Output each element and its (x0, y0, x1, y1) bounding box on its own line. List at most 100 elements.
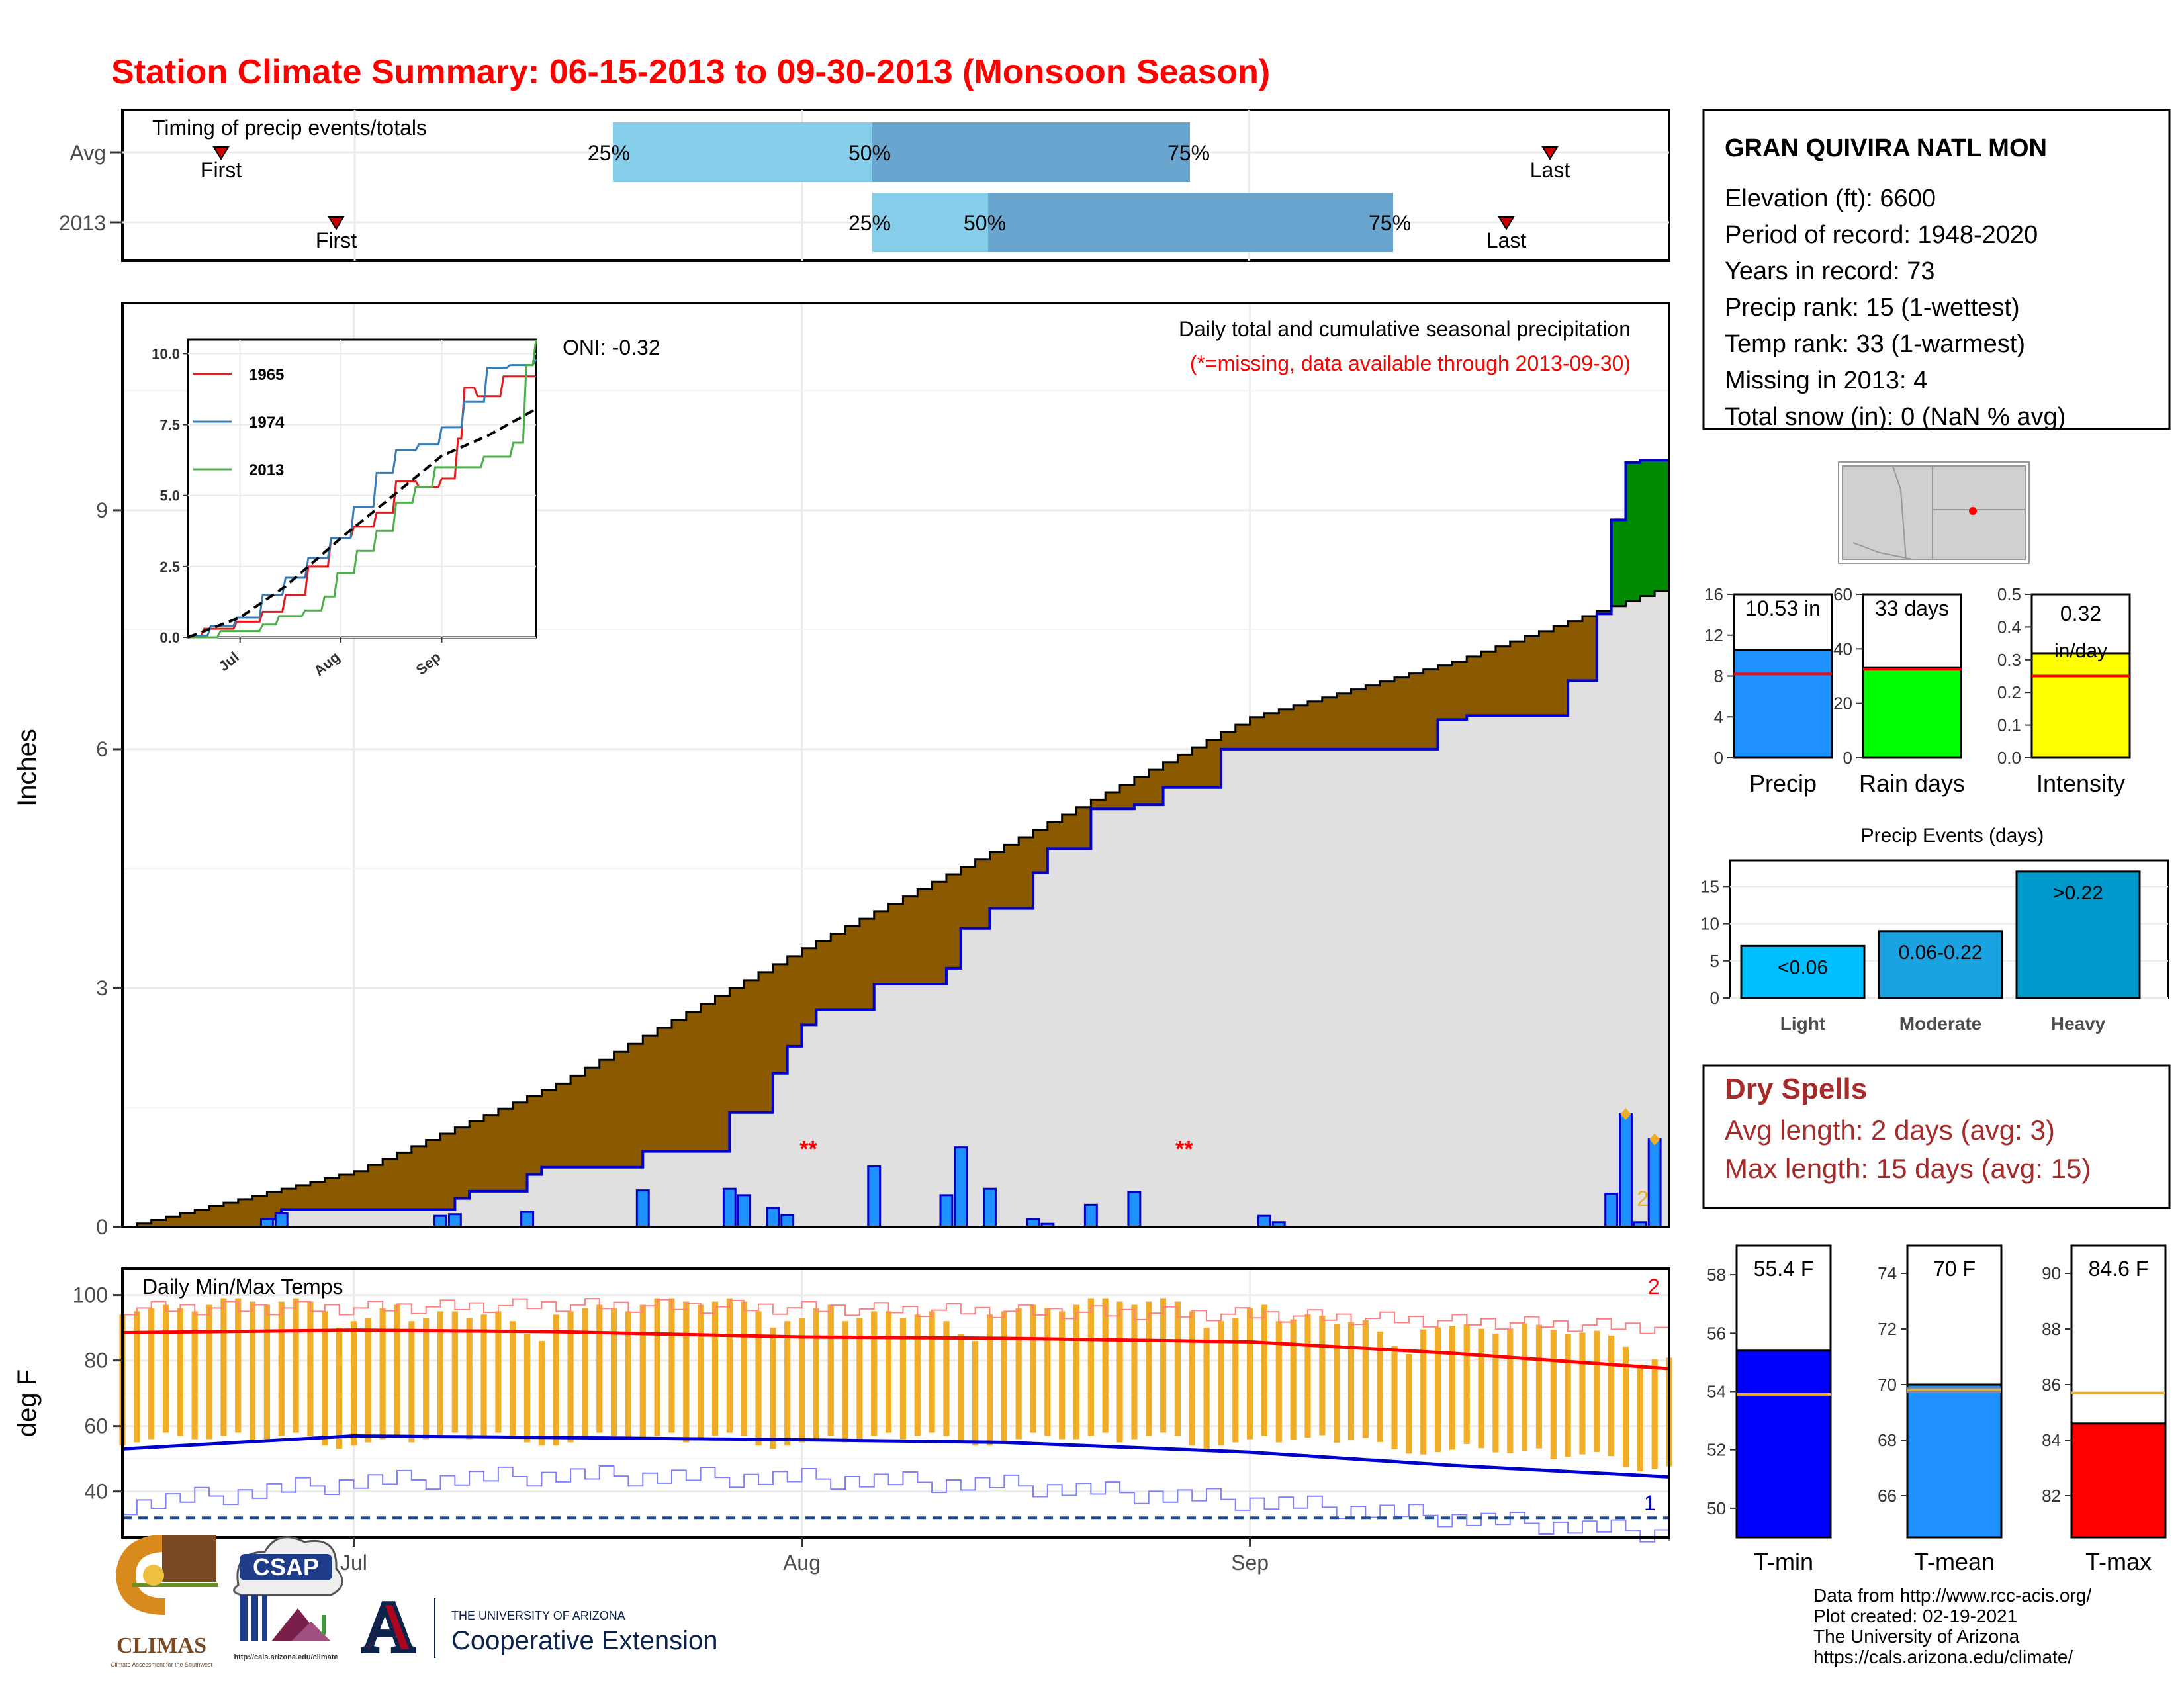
csap-logo: CSAP http://cals.arizona.edu/climate (233, 1536, 343, 1661)
daily-temp-bar (350, 1321, 357, 1446)
temp-panel: 40 60 80 100 Daily Min/Max Temps 2 1 deg F (13, 1267, 1672, 1543)
station-info-line: Precip rank: 15 (1-wettest) (1725, 294, 2020, 322)
events-category-label: Moderate (1899, 1013, 1981, 1034)
daily-precip-bar (274, 1212, 289, 1228)
observed-cumulative-line (122, 388, 1670, 1228)
events-bar-label: >0.22 (2053, 882, 2103, 904)
daily-temp-bar (1463, 1324, 1470, 1444)
daily-temp-bar (1651, 1359, 1658, 1469)
daily-temp-bar (1247, 1308, 1253, 1440)
daily-temp-bar (510, 1321, 516, 1436)
inset-ytick-label: 7.5 (159, 417, 180, 434)
overlap-area (122, 586, 1669, 1227)
summary-bar-rain-days: 0 20 40 60 33 days Rain days (1833, 584, 1965, 797)
daily-temp-bar (1160, 1298, 1167, 1433)
y2013-p75: 75% (1369, 211, 1411, 235)
dry-spells-title: Dry Spells (1725, 1073, 1867, 1105)
summary-tick-label: 40 (1833, 639, 1852, 659)
events-tick-label: 0 (1710, 988, 1719, 1008)
footer-line: Plot created: 02-19-2021 (1813, 1606, 2017, 1626)
precip-description: Daily total and cumulative seasonal prec… (1179, 317, 1631, 341)
events-tick-label: 10 (1700, 914, 1719, 934)
daily-temp-bar (1637, 1364, 1643, 1471)
daily-temp-bar (451, 1311, 458, 1433)
daily-temp-bar (1377, 1331, 1383, 1442)
temp-summary-tick-label: 90 (2042, 1263, 2061, 1283)
temp-summary-t-mean: 66 68 70 72 74 70 F T-mean (1878, 1244, 2003, 1575)
daily-temp-bar (1275, 1321, 1282, 1443)
y2013-p25: 25% (848, 211, 891, 235)
dry-spells-box: Dry Spells Avg length: 2 days (avg: 3) M… (1702, 1064, 2171, 1209)
daily-temp-bar (1565, 1334, 1571, 1457)
temp-summary-fill (1735, 1349, 1832, 1539)
summary-tick-label: 20 (1833, 694, 1852, 713)
station-location-marker (1969, 507, 1977, 515)
daily-temp-bar (307, 1301, 314, 1436)
station-info-line: Temp rank: 33 (1-warmest) (1725, 330, 2025, 358)
inset-series-line (188, 339, 537, 639)
daily-temp-bar (567, 1311, 574, 1443)
temp-summary-tick-label: 72 (1878, 1319, 1897, 1339)
inset-ytick-label: 10.0 (152, 345, 180, 362)
y2013-p50: 50% (964, 211, 1006, 235)
daily-precip-bar (737, 1194, 751, 1228)
daily-temp-bar (1232, 1318, 1239, 1443)
daily-temp-bar (495, 1311, 502, 1433)
daily-temp-bar (394, 1304, 400, 1436)
temp-summary-tick-label: 88 (2042, 1319, 2061, 1339)
daily-temp-bar (408, 1321, 415, 1443)
daily-temp-bar (1594, 1330, 1600, 1452)
daily-temp-bar (437, 1311, 444, 1436)
summary-bar-fill (1733, 649, 1833, 759)
events-bar (1878, 930, 2003, 999)
precip-ytick-label: 6 (96, 737, 108, 761)
station-info-line: Missing in 2013: 4 (1725, 367, 1927, 394)
summary-tick-label: 16 (1704, 584, 1723, 604)
daily-temp-bar (249, 1301, 256, 1443)
avg-p50: 50% (848, 141, 891, 165)
avg-first-marker (212, 146, 230, 160)
footer-line: https://cals.arizona.edu/climate/ (1813, 1647, 2073, 1667)
daily-temp-bar (1102, 1298, 1109, 1433)
daily-precip-bar (939, 1194, 954, 1228)
daily-temp-bar (1131, 1304, 1138, 1440)
summary-bar-intensity: 0.0 0.1 0.2 0.3 0.4 0.5 0.32 in/day Intensity (1997, 584, 2131, 797)
climas-logo: CLIMAS Climate Assessment for the Southw… (111, 1535, 218, 1668)
summary-tick-label: 0.0 (1997, 748, 2021, 768)
daily-precip-bar (766, 1207, 780, 1228)
station-info-line: Years in record: 73 (1725, 257, 1935, 285)
daily-temp-bar (639, 1304, 646, 1440)
footer-line: The University of Arizona (1813, 1626, 2020, 1647)
precip-ylabel: Inches (13, 729, 42, 807)
temp-summary-tick-label: 84 (2042, 1430, 2061, 1450)
missing-data-marker: ** (799, 1137, 817, 1162)
daily-temp-bar (191, 1311, 198, 1440)
inset-ytick-label: 5.0 (159, 488, 180, 504)
y2013-first-label: First (316, 228, 357, 252)
daily-precip-bar (1619, 1113, 1633, 1228)
temp-summary-name-label: T-max (2085, 1548, 2152, 1575)
summary-unit-label: in/day (2054, 640, 2107, 662)
daily-temp-bar (206, 1304, 212, 1440)
avg-last-marker (1541, 146, 1559, 160)
daily-temp-bar (856, 1318, 863, 1440)
daily-temp-bar (596, 1304, 603, 1433)
temp-summary-t-min: 50 52 54 56 58 55.4 F T-min (1707, 1244, 1832, 1575)
daily-temp-bar (943, 1321, 950, 1436)
temp-summary-tick-label: 68 (1878, 1430, 1897, 1450)
daily-precip-bar (722, 1187, 737, 1228)
temp-summary-value-label: 55.4 F (1754, 1257, 1814, 1281)
summary-tick-label: 60 (1833, 584, 1852, 604)
average-min-line (122, 1434, 1670, 1479)
precip-panel: ** ** 2 0 3 6 9 Inches ONI: -0.32 Daily tota… (13, 302, 1670, 1239)
events-tick-label: 5 (1710, 951, 1719, 971)
climas-name: CLIMAS (116, 1633, 206, 1658)
events-category-label: Heavy (2051, 1013, 2106, 1034)
inset-legend-label: 1965 (249, 366, 284, 384)
daily-temp-bar (1622, 1346, 1629, 1467)
avg-p25: 25% (588, 141, 630, 165)
daily-temp-bar (958, 1334, 964, 1443)
daily-temp-bar (798, 1318, 805, 1443)
ua-top: THE UNIVERSITY OF ARIZONA (451, 1609, 625, 1622)
location-map (1838, 461, 2030, 564)
